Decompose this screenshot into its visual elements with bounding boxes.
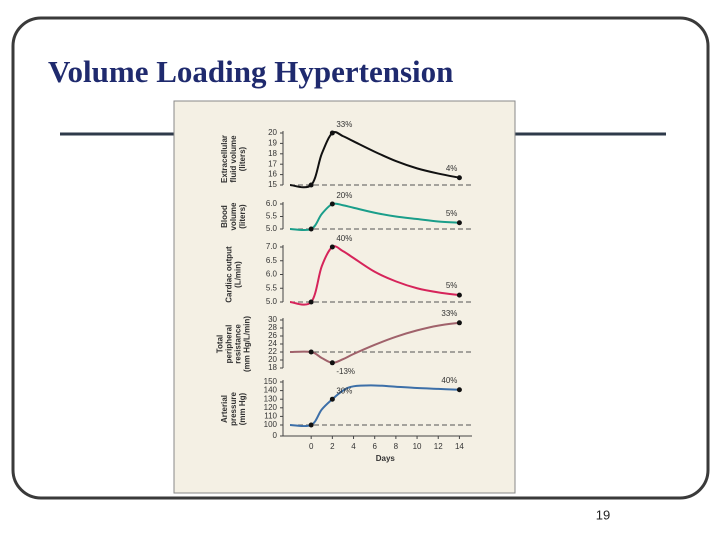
y-axis-label: Extracellular: [220, 135, 229, 183]
data-point: [456, 175, 462, 181]
data-label: 5%: [446, 209, 458, 218]
page-number: 19: [596, 507, 610, 522]
x-tick-label: 14: [455, 442, 464, 451]
data-line: [289, 245, 460, 306]
y-axis-label: pressure: [229, 392, 238, 426]
y-tick-label: 26: [268, 331, 277, 340]
data-point: [456, 387, 462, 393]
y-tick-label: 5.5: [266, 283, 278, 292]
y-axis-label: (mm Hg/L/min): [243, 316, 252, 372]
y-tick-label: 100: [264, 420, 278, 429]
y-tick-label: 20: [268, 128, 277, 137]
y-tick-label: 6.0: [266, 270, 278, 279]
y-tick-label: 20: [268, 355, 277, 364]
y-tick-label: 28: [268, 323, 277, 332]
y-axis-label: fluid volume: [229, 135, 238, 183]
y-axis-label: (L/min): [234, 261, 243, 288]
y-tick-label: 120: [264, 403, 278, 412]
x-tick-label: 10: [413, 442, 422, 451]
y-axis-label: peripheral: [225, 325, 234, 364]
data-point: [308, 226, 314, 232]
data-label: 33%: [336, 120, 352, 129]
y-axis-label: (mm Hg): [238, 392, 247, 425]
y-tick-label: 6.0: [266, 199, 278, 208]
data-point: [308, 182, 314, 188]
y-tick-label: 0: [273, 431, 278, 440]
y-tick-label: 19: [268, 139, 277, 148]
data-point: [456, 292, 462, 298]
data-line: [289, 384, 460, 428]
x-tick-label: 8: [394, 442, 399, 451]
y-axis-label: (liters): [238, 204, 247, 229]
x-axis-label: Days: [376, 454, 396, 463]
data-label: 40%: [336, 234, 352, 243]
data-label: 5%: [446, 281, 458, 290]
data-point: [329, 360, 335, 366]
data-point: [308, 349, 314, 355]
data-point: [308, 299, 314, 305]
y-tick-label: 110: [264, 412, 277, 421]
x-tick-label: 12: [434, 442, 443, 451]
data-point: [329, 244, 335, 250]
data-point: [308, 422, 314, 428]
y-tick-label: 5.0: [266, 297, 278, 306]
data-label: -13%: [336, 367, 355, 376]
slide-title: Volume Loading Hypertension: [48, 54, 453, 89]
y-tick-label: 130: [264, 394, 278, 403]
y-tick-label: 5.5: [266, 212, 278, 221]
y-tick-label: 17: [268, 159, 277, 168]
x-tick-label: 2: [330, 442, 335, 451]
y-tick-label: 5.0: [266, 224, 278, 233]
data-label: 33%: [441, 309, 457, 318]
data-point: [456, 220, 462, 226]
data-line: [289, 202, 460, 232]
y-axis-label: volume: [229, 202, 238, 231]
y-tick-label: 30: [268, 315, 277, 324]
y-tick-label: 150: [264, 377, 278, 386]
y-tick-label: 7.0: [266, 242, 278, 251]
data-point: [456, 320, 462, 326]
y-axis-label: Blood: [220, 205, 229, 228]
x-tick-label: 0: [309, 442, 314, 451]
data-point: [329, 201, 335, 207]
data-line: [289, 131, 460, 189]
y-axis-label: Total: [216, 335, 225, 354]
x-tick-label: 4: [351, 442, 356, 451]
y-axis-label: Cardiac output: [225, 246, 234, 303]
y-tick-label: 140: [264, 386, 278, 395]
data-point: [329, 396, 335, 402]
y-tick-label: 16: [268, 170, 277, 179]
y-axis-label: Arterial: [220, 395, 229, 423]
data-point: [329, 130, 335, 136]
y-tick-label: 15: [268, 180, 277, 189]
y-tick-label: 18: [268, 149, 277, 158]
data-label: 40%: [441, 376, 457, 385]
y-tick-label: 18: [268, 363, 277, 372]
x-tick-label: 6: [372, 442, 377, 451]
data-label: 20%: [336, 191, 352, 200]
y-tick-label: 24: [268, 339, 277, 348]
data-line: [289, 321, 460, 364]
y-tick-label: 6.5: [266, 256, 278, 265]
data-label: 30%: [336, 386, 352, 395]
y-axis-label: (liters): [238, 146, 247, 171]
data-label: 4%: [446, 164, 458, 173]
y-tick-label: 22: [268, 347, 277, 356]
y-axis-label: resistance: [234, 324, 243, 364]
